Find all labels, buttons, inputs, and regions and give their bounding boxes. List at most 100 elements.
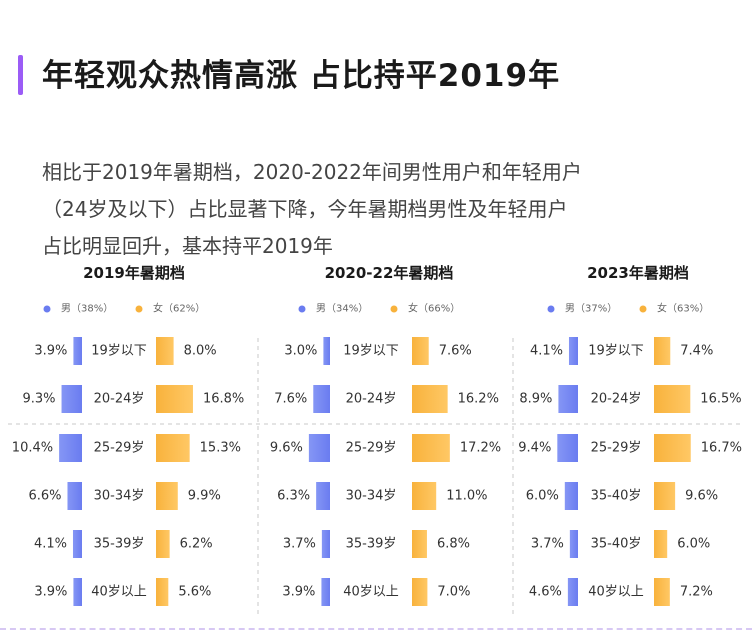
male-bar-3-4 (564, 482, 578, 510)
male-value-label-2-6: 3.9% (282, 585, 315, 600)
female-bar-2-2 (412, 385, 448, 413)
age-category-label-3-1: 19岁以下 (588, 344, 644, 359)
male-bar-3-6 (567, 578, 578, 606)
male-bar-2-2 (313, 385, 330, 413)
male-value-label-2-3: 9.6% (270, 441, 303, 456)
legend-male-marker-1 (43, 305, 51, 313)
female-value-label-2-2: 16.2% (458, 392, 499, 407)
female-bar-3-1 (654, 337, 671, 365)
age-category-label-2-5: 35-39岁 (346, 537, 397, 552)
age-category-label-1-4: 30-34岁 (94, 489, 145, 504)
age-category-label-1-6: 40岁以上 (91, 585, 147, 600)
age-category-label-2-4: 30-34岁 (346, 489, 397, 504)
age-category-label-3-6: 40岁以上 (588, 585, 644, 600)
subtitle-line-2: （24岁及以下）占比显著下降，今年暑期档男性及年轻用户 (42, 197, 568, 221)
subtitle-line-3: 占比明显回升，基本持平2019年 (42, 234, 333, 258)
male-value-label-2-1: 3.0% (284, 344, 317, 359)
female-value-label-2-5: 6.8% (437, 537, 470, 552)
age-category-label-2-1: 19岁以下 (343, 344, 399, 359)
female-value-label-2-6: 7.0% (437, 585, 470, 600)
female-value-label-1-4: 9.9% (188, 489, 221, 504)
age-category-label-1-1: 19岁以下 (91, 344, 147, 359)
legend-male-label-1: 男（38%） (61, 303, 113, 315)
page-title: 年轻观众热情高涨 占比持平2019年 (42, 58, 561, 94)
female-bar-1-1 (156, 337, 174, 365)
female-bar-3-4 (654, 482, 676, 510)
subtitle-line-1: 相比于2019年暑期档，2020-2022年间男性用户和年轻用户 (42, 160, 582, 184)
female-bar-1-5 (156, 530, 170, 558)
female-value-label-1-6: 5.6% (178, 585, 211, 600)
female-bar-1-2 (156, 385, 193, 413)
female-bar-3-3 (654, 434, 691, 462)
female-value-label-1-3: 15.3% (200, 441, 241, 456)
legend-male-marker-2 (298, 305, 306, 313)
legend-female-marker-1 (135, 305, 143, 313)
female-bar-3-2 (654, 385, 691, 413)
male-value-label-3-1: 4.1% (530, 344, 563, 359)
female-value-label-3-1: 7.4% (680, 344, 713, 359)
female-value-label-3-2: 16.5% (700, 392, 741, 407)
female-bar-1-6 (156, 578, 169, 606)
female-bar-3-6 (654, 578, 670, 606)
male-bar-2-4 (316, 482, 330, 510)
legend-female-label-2: 女（66%） (408, 302, 460, 315)
female-value-label-1-5: 6.2% (180, 537, 213, 552)
male-value-label-1-6: 3.9% (34, 585, 67, 600)
male-bar-1-3 (59, 434, 82, 462)
male-bar-1-1 (73, 337, 82, 365)
female-value-label-1-2: 16.8% (203, 392, 244, 407)
male-value-label-3-5: 3.7% (531, 537, 564, 552)
bottom-divider (0, 628, 752, 630)
male-bar-2-3 (308, 434, 330, 462)
chart-title-2: 2020-22年暑期档 (325, 264, 454, 282)
male-bar-2-6 (321, 578, 330, 606)
female-bar-2-4 (412, 482, 437, 510)
male-value-label-2-5: 3.7% (283, 537, 316, 552)
female-bar-3-5 (654, 530, 668, 558)
age-category-label-1-3: 25-29岁 (94, 441, 145, 456)
female-value-label-2-3: 17.2% (460, 441, 501, 456)
male-value-label-2-4: 6.3% (277, 489, 310, 504)
male-bar-1-2 (61, 385, 82, 413)
male-value-label-3-2: 8.9% (519, 392, 552, 407)
age-category-label-2-3: 25-29岁 (346, 441, 397, 456)
female-value-label-3-5: 6.0% (677, 537, 710, 552)
title-accent-bar (18, 55, 23, 95)
age-category-label-3-2: 20-24岁 (591, 392, 642, 407)
legend-male-label-3: 男（37%） (565, 303, 617, 315)
female-value-label-2-4: 11.0% (446, 489, 487, 504)
male-value-label-3-4: 6.0% (526, 489, 559, 504)
male-bar-3-3 (557, 434, 578, 462)
age-category-label-3-4: 35-40岁 (591, 489, 642, 504)
male-bar-2-5 (321, 530, 330, 558)
female-bar-2-1 (412, 337, 429, 365)
chart-title-1: 2019年暑期档 (83, 264, 185, 282)
male-bar-1-6 (73, 578, 82, 606)
male-value-label-1-5: 4.1% (34, 537, 67, 552)
male-bar-3-5 (569, 530, 578, 558)
male-bar-3-2 (558, 385, 578, 413)
female-value-label-2-1: 7.6% (439, 344, 472, 359)
page-subtitle: 相比于2019年暑期档，2020-2022年间男性用户和年轻用户 （24岁及以下… (42, 117, 732, 265)
male-value-label-2-2: 7.6% (274, 392, 307, 407)
female-bar-2-5 (412, 530, 427, 558)
male-value-label-1-2: 9.3% (23, 392, 56, 407)
age-category-label-1-2: 20-24岁 (94, 392, 145, 407)
female-value-label-3-6: 7.2% (680, 585, 713, 600)
male-value-label-1-3: 10.4% (12, 441, 53, 456)
age-category-label-3-5: 35-40岁 (591, 537, 642, 552)
female-bar-2-6 (412, 578, 428, 606)
female-bar-1-3 (156, 434, 190, 462)
legend-male-label-2: 男（34%） (316, 303, 368, 315)
female-value-label-1-1: 8.0% (184, 344, 217, 359)
age-category-label-2-6: 40岁以上 (343, 585, 399, 600)
male-value-label-1-4: 6.6% (28, 489, 61, 504)
female-value-label-3-3: 16.7% (701, 441, 742, 456)
male-value-label-3-3: 9.4% (518, 441, 551, 456)
female-value-label-3-4: 9.6% (685, 489, 718, 504)
age-category-label-2-2: 20-24岁 (346, 392, 397, 407)
male-bar-3-1 (568, 337, 578, 365)
male-bar-1-4 (67, 482, 82, 510)
legend-female-label-3: 女（63%） (657, 302, 709, 315)
